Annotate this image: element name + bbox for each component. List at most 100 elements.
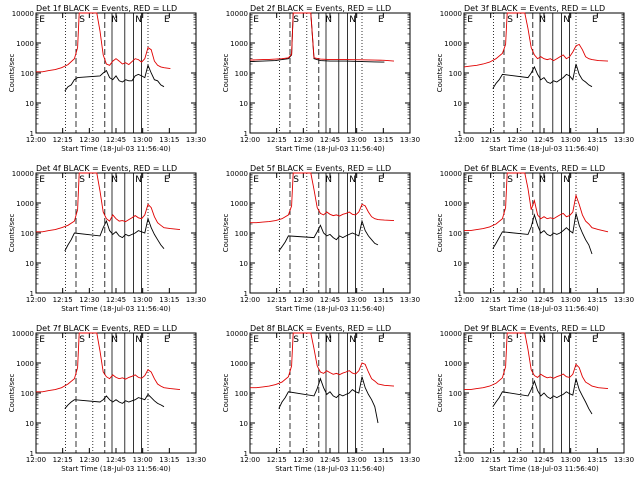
x-tick-label: 12:15 [481, 136, 501, 144]
interval-marker-label: N [325, 335, 332, 345]
x-tick-label: 13:15 [587, 136, 607, 144]
x-tick-label: 12:15 [53, 456, 73, 464]
events-series-line [278, 219, 379, 252]
x-tick-label: 12:15 [481, 456, 501, 464]
y-tick-label: 1000 [444, 360, 462, 368]
plot-frame [249, 172, 411, 294]
y-tick-label: 10 [239, 260, 248, 268]
interval-marker-label: N [135, 15, 142, 25]
interval-marker-label: N [563, 15, 570, 25]
events-series-line [278, 376, 379, 424]
y-tick-label: 10 [453, 260, 462, 268]
interval-marker-label: E [253, 175, 259, 185]
panel-title: Det 7f BLACK = Events, RED = LLD [36, 324, 177, 333]
x-axis-label: Start Time (18-Jul-03 11:56:40) [489, 465, 599, 473]
interval-marker-label: E [592, 15, 598, 25]
y-tick-label: 1000 [230, 40, 248, 48]
interval-marker-label: E [467, 335, 473, 345]
x-tick-label: 12:45 [106, 456, 126, 464]
y-tick-label: 1000 [444, 40, 462, 48]
y-tick-label: 1 [30, 130, 34, 138]
x-tick-label: 13:30 [186, 296, 206, 304]
events-series-line [64, 393, 165, 409]
y-tick-label: 1 [244, 290, 248, 298]
x-tick-label: 12:45 [534, 136, 554, 144]
y-axis-label: Counts/sec [8, 214, 16, 253]
panel-det-1: Det 1f BLACK = Events, RED = LLD 1 10 100 10… [8, 4, 206, 153]
x-tick-label: 12:00 [454, 136, 474, 144]
y-tick-label: 10 [239, 420, 248, 428]
events-series-line [64, 63, 165, 92]
y-tick-label: 10 [25, 260, 34, 268]
y-axis-label: Counts/sec [8, 54, 16, 93]
y-tick-label: 10000 [226, 10, 248, 18]
x-tick-label: 13:30 [400, 136, 420, 144]
y-tick-label: 100 [449, 390, 462, 398]
interval-marker-label: E [253, 15, 259, 25]
x-tick-label: 13:15 [159, 136, 179, 144]
interval-marker-label: E [467, 15, 473, 25]
x-tick-label: 13:00 [561, 296, 581, 304]
interval-marker-label: N [539, 175, 546, 185]
y-tick-label: 1 [244, 130, 248, 138]
events-series-line [492, 378, 593, 415]
x-tick-label: 12:15 [267, 456, 287, 464]
interval-marker-label: N [135, 335, 142, 345]
x-tick-label: 12:30 [79, 136, 99, 144]
lld-series-line [36, 172, 181, 233]
x-tick-label: 12:30 [293, 456, 313, 464]
plot-frame [249, 12, 411, 134]
x-axis-label: Start Time (18-Jul-03 11:56:40) [489, 145, 599, 153]
panel-title: Det 5f BLACK = Events, RED = LLD [250, 164, 391, 173]
plot-frame [35, 172, 197, 294]
lld-series-line [464, 172, 609, 233]
y-tick-label: 1 [30, 290, 34, 298]
x-tick-label: 13:15 [159, 456, 179, 464]
y-tick-label: 10 [239, 100, 248, 108]
x-tick-label: 12:15 [267, 136, 287, 144]
lld-series-line [463, 12, 609, 68]
x-tick-label: 13:15 [587, 296, 607, 304]
y-tick-label: 1 [458, 290, 462, 298]
interval-marker-label: N [539, 15, 546, 25]
y-tick-label: 1000 [230, 360, 248, 368]
interval-marker-label: N [563, 175, 570, 185]
y-tick-label: 10000 [440, 170, 462, 178]
x-tick-label: 13:15 [373, 136, 393, 144]
plot-frame [463, 172, 625, 294]
x-tick-label: 13:00 [347, 296, 367, 304]
y-tick-label: 100 [235, 70, 248, 78]
x-tick-label: 13:15 [159, 296, 179, 304]
x-tick-label: 12:15 [53, 136, 73, 144]
x-tick-label: 12:15 [481, 296, 501, 304]
x-axis-label: Start Time (18-Jul-03 11:56:40) [275, 465, 385, 473]
x-tick-label: 12:00 [26, 456, 46, 464]
y-axis-label: Counts/sec [8, 374, 16, 413]
panel-det-9: Det 9f BLACK = Events, RED = LLD 1 10 100 10… [436, 324, 634, 473]
events-series-line [492, 63, 593, 89]
x-tick-label: 12:30 [507, 296, 527, 304]
y-tick-label: 100 [235, 390, 248, 398]
y-tick-label: 10 [453, 100, 462, 108]
x-tick-label: 12:00 [454, 456, 474, 464]
lld-series-line [36, 332, 181, 393]
interval-marker-label: E [39, 15, 45, 25]
panel-det-5: Det 5f BLACK = Events, RED = LLD 1 10 100 10… [222, 164, 420, 313]
events-series-line [249, 12, 385, 63]
panel-title: Det 4f BLACK = Events, RED = LLD [36, 164, 177, 173]
y-tick-label: 1000 [230, 200, 248, 208]
x-tick-label: 13:00 [561, 456, 581, 464]
x-tick-label: 13:30 [400, 456, 420, 464]
y-tick-label: 10000 [440, 330, 462, 338]
interval-marker-label: S [79, 15, 85, 25]
panel-title: Det 6f BLACK = Events, RED = LLD [464, 164, 605, 173]
y-axis-label: Counts/sec [222, 54, 230, 93]
y-tick-label: 10000 [440, 10, 462, 18]
x-tick-label: 12:30 [79, 296, 99, 304]
x-tick-label: 12:45 [106, 136, 126, 144]
x-tick-label: 12:00 [240, 136, 260, 144]
panel-det-2: Det 2f BLACK = Events, RED = LLD 1 10 100 10… [222, 4, 420, 153]
x-tick-label: 12:30 [293, 136, 313, 144]
x-tick-label: 12:45 [106, 296, 126, 304]
x-tick-label: 12:30 [507, 456, 527, 464]
